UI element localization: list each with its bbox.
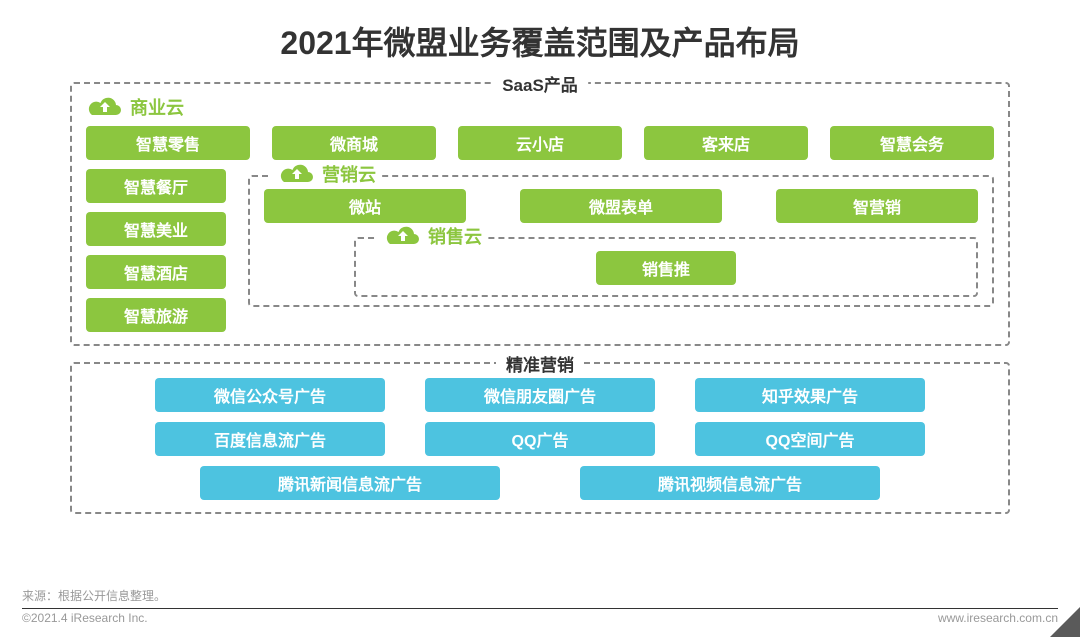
item-weizhan: 微站 xyxy=(264,189,466,223)
saas-label: SaaS产品 xyxy=(492,71,588,96)
precision-box: 精准营销 微信公众号广告 微信朋友圈广告 知乎效果广告 百度信息流广告 QQ广告… xyxy=(70,362,1010,514)
cloud-upload-icon xyxy=(384,224,422,248)
item-tencent-news: 腾讯新闻信息流广告 xyxy=(200,466,500,500)
item-weimall: 微商城 xyxy=(272,126,436,160)
item-zhiyingxiao: 智营销 xyxy=(776,189,978,223)
url-text: www.iresearch.com.cn xyxy=(938,611,1058,625)
business-cloud-header: 商业云 xyxy=(86,94,994,120)
saas-box: SaaS产品 商业云 智慧零售 微商城 云小店 客来店 智慧会务 智慧餐厅 智慧… xyxy=(70,82,1010,346)
item-smart-hotel: 智慧酒店 xyxy=(86,255,226,289)
item-baidu: 百度信息流广告 xyxy=(155,422,385,456)
item-smart-retail: 智慧零售 xyxy=(86,126,250,160)
item-wechat-official: 微信公众号广告 xyxy=(155,378,385,412)
item-wechat-moments: 微信朋友圈广告 xyxy=(425,378,655,412)
marketing-row: 微站 微盟表单 智营销 xyxy=(264,189,978,223)
precision-label: 精准营销 xyxy=(496,351,584,376)
item-kelai: 客来店 xyxy=(644,126,808,160)
item-tencent-video: 腾讯视频信息流广告 xyxy=(580,466,880,500)
page-fold-icon xyxy=(1050,607,1080,637)
marketing-cloud-header: 营销云 xyxy=(272,161,382,187)
item-cloud-shop: 云小店 xyxy=(458,126,622,160)
item-sales-push: 销售推 xyxy=(596,251,736,285)
business-side-col: 智慧餐厅 智慧美业 智慧酒店 智慧旅游 xyxy=(86,169,226,332)
sales-cloud-header: 销售云 xyxy=(378,223,488,249)
business-cloud-title: 商业云 xyxy=(130,94,184,120)
item-smart-beauty: 智慧美业 xyxy=(86,212,226,246)
business-row1: 智慧零售 微商城 云小店 客来店 智慧会务 xyxy=(86,126,994,160)
precision-row1: 微信公众号广告 微信朋友圈广告 知乎效果广告 xyxy=(86,378,994,412)
item-zhihu: 知乎效果广告 xyxy=(695,378,925,412)
cloud-upload-icon xyxy=(278,162,316,186)
precision-row2: 百度信息流广告 QQ广告 QQ空间广告 xyxy=(86,422,994,456)
sales-cloud-title: 销售云 xyxy=(428,223,482,249)
item-smart-restaurant: 智慧餐厅 xyxy=(86,169,226,203)
item-qzone: QQ空间广告 xyxy=(695,422,925,456)
item-smart-conf: 智慧会务 xyxy=(830,126,994,160)
item-qq: QQ广告 xyxy=(425,422,655,456)
footer: 来源：根据公开信息整理。 ©2021.4 iResearch Inc. www.… xyxy=(22,587,1058,625)
saas-lower: 智慧餐厅 智慧美业 智慧酒店 智慧旅游 营销云 微站 微盟表单 xyxy=(86,169,994,332)
sales-row: 销售推 xyxy=(370,251,962,285)
marketing-cloud-title: 营销云 xyxy=(322,161,376,187)
page-title: 2021年微盟业务覆盖范围及产品布局 xyxy=(0,0,1080,64)
sales-cloud-box: 销售云 销售推 xyxy=(354,237,978,297)
marketing-cloud-box: 营销云 微站 微盟表单 智营销 销售云 xyxy=(248,175,994,307)
item-form: 微盟表单 xyxy=(520,189,722,223)
copyright-text: ©2021.4 iResearch Inc. xyxy=(22,611,148,625)
cloud-upload-icon xyxy=(86,95,124,119)
item-smart-travel: 智慧旅游 xyxy=(86,298,226,332)
nested-area: 营销云 微站 微盟表单 智营销 销售云 xyxy=(248,169,994,332)
source-text: 来源：根据公开信息整理。 xyxy=(22,587,1058,604)
precision-row3: 腾讯新闻信息流广告 腾讯视频信息流广告 xyxy=(86,466,994,500)
diagram: SaaS产品 商业云 智慧零售 微商城 云小店 客来店 智慧会务 智慧餐厅 智慧… xyxy=(70,82,1010,514)
